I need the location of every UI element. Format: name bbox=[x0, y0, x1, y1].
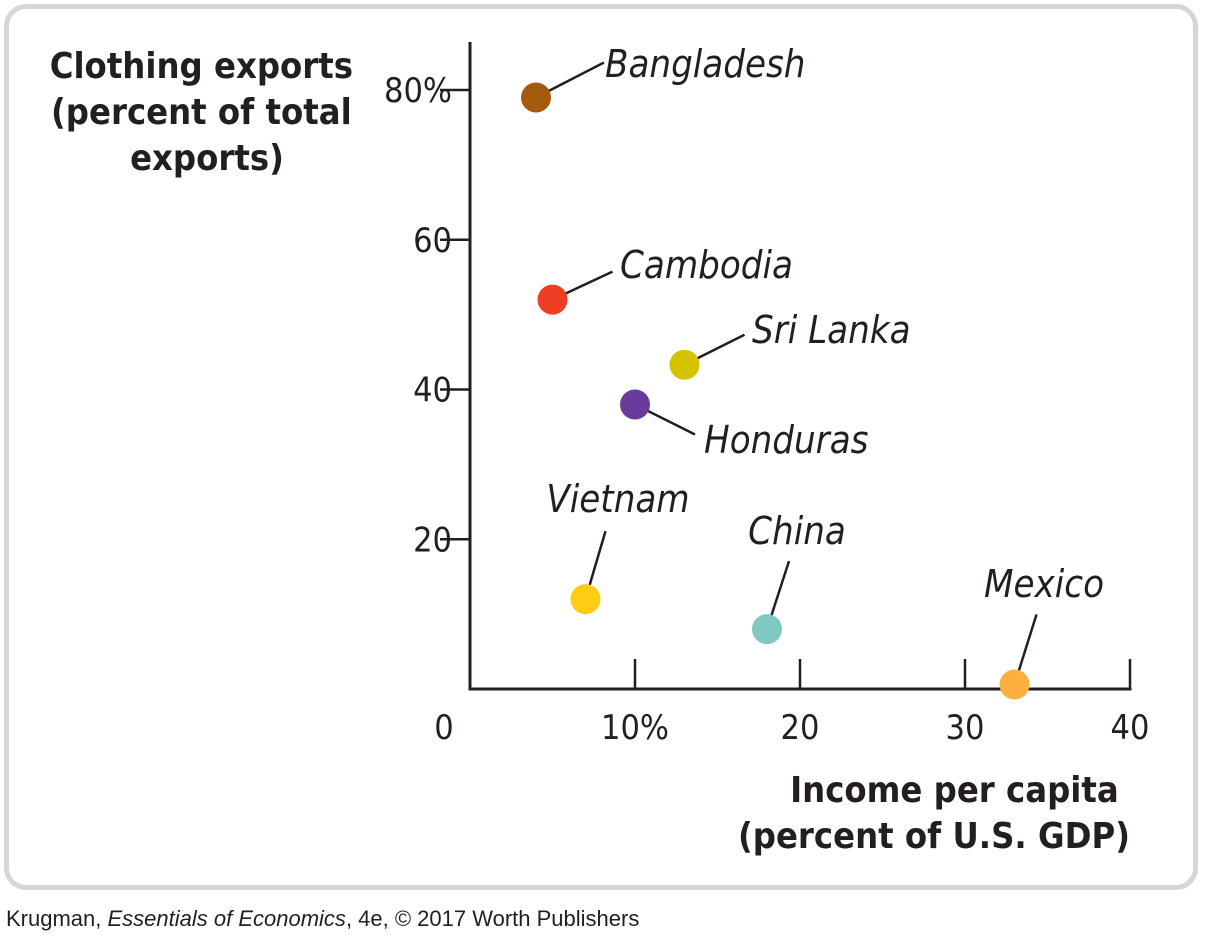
credit-book-title: Essentials of Economics bbox=[107, 906, 346, 931]
y-tick-label: 80% bbox=[384, 71, 452, 111]
point-mexico bbox=[999, 669, 1030, 700]
point-label-honduras: Honduras bbox=[704, 418, 869, 462]
point-honduras bbox=[620, 389, 650, 420]
point-label-cambodia: Cambodia bbox=[620, 243, 793, 287]
point-label-mexico: Mexico bbox=[984, 562, 1104, 606]
leader-lines bbox=[535, 61, 1038, 685]
point-vietnam bbox=[570, 584, 601, 615]
y-tick-label: 20 bbox=[413, 520, 452, 560]
x-tick-label: 30 bbox=[946, 708, 985, 748]
scatter-chart: 20 40 60 80% 0 10% 20 30 40 Bangladesh Cambodia Sr… bbox=[50, 42, 1149, 857]
credit-author: Krugman, bbox=[6, 906, 108, 931]
x-tick-label: 40 bbox=[1111, 708, 1150, 748]
point-label-china: China bbox=[748, 509, 846, 553]
point-china bbox=[752, 614, 782, 645]
x-tick-label: 20 bbox=[781, 708, 820, 748]
figure-frame bbox=[4, 4, 1198, 890]
point-label-sri-lanka: Sri Lanka bbox=[752, 308, 911, 352]
credit-line: Krugman, Essentials of Economics, 4e, © … bbox=[6, 906, 639, 932]
y-tick-label: 40 bbox=[413, 371, 452, 411]
y-axis-title-line-3: exports) bbox=[130, 138, 284, 179]
data-points bbox=[521, 82, 1030, 700]
point-cambodia bbox=[537, 284, 568, 315]
point-label-vietnam: Vietnam bbox=[546, 477, 689, 521]
point-bangladesh bbox=[521, 82, 551, 113]
x-tick-label: 10% bbox=[601, 708, 669, 748]
y-axis-title-line-2: (percent of total bbox=[51, 92, 352, 133]
x-axis-title: Income per capita (percent of U.S. GDP) bbox=[738, 770, 1130, 857]
credit-rest: , 4e, © 2017 Worth Publishers bbox=[345, 906, 640, 931]
point-label-bangladesh: Bangladesh bbox=[605, 42, 805, 86]
x-axis-title-line-2: (percent of U.S. GDP) bbox=[738, 816, 1130, 857]
x-tick-label: 0 bbox=[434, 708, 453, 748]
point-labels: Bangladesh Cambodia Sri Lanka Honduras Vietn… bbox=[546, 42, 1104, 606]
y-tick-label: 60 bbox=[413, 221, 452, 261]
x-axis-title-line-1: Income per capita bbox=[790, 770, 1119, 811]
point-sri-lanka bbox=[669, 349, 700, 380]
ticks: 20 40 60 80% 0 10% 20 30 40 bbox=[384, 71, 1149, 748]
y-axis-title-line-1: Clothing exports bbox=[50, 46, 353, 87]
y-axis-title: Clothing exports (percent of total expor… bbox=[50, 46, 365, 179]
